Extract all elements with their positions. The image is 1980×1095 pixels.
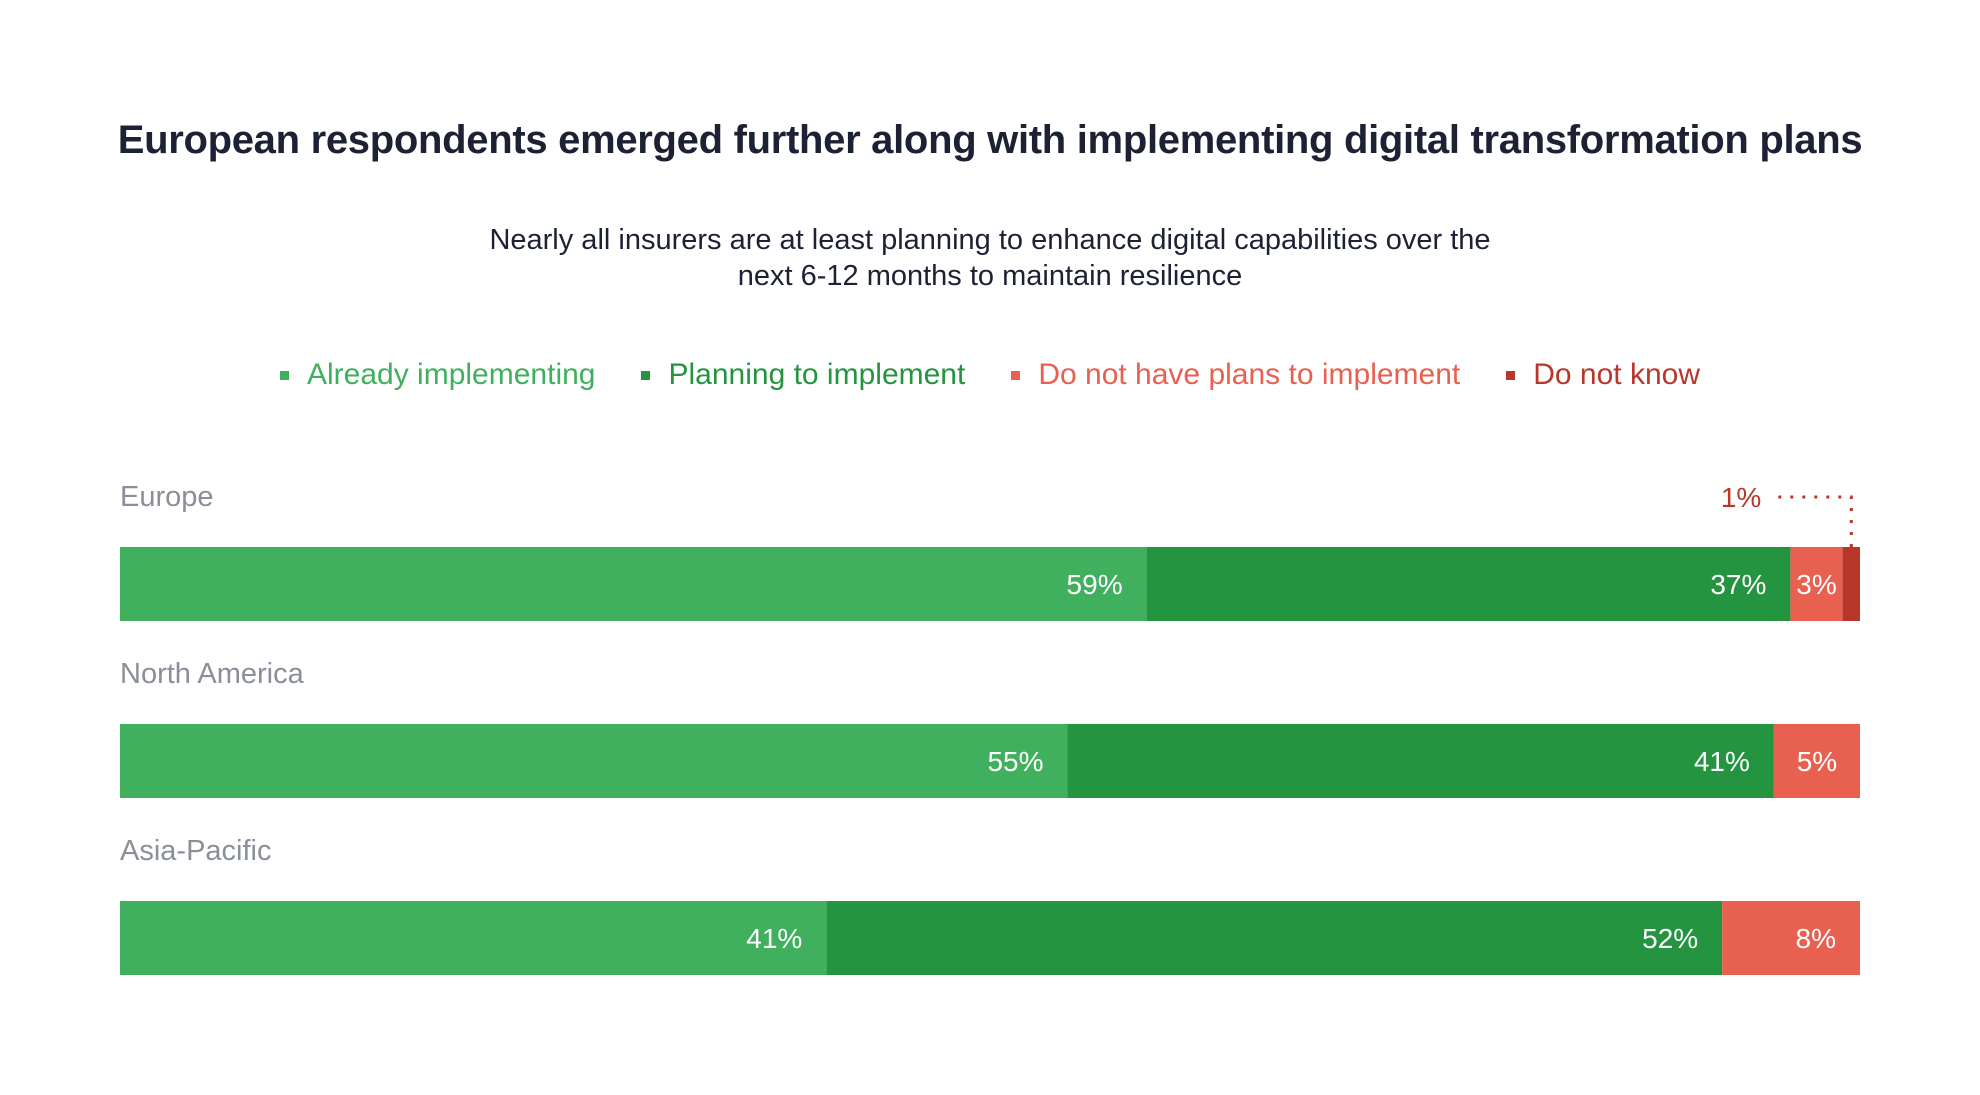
- category-label-europe: Europe: [120, 481, 214, 513]
- bar-segment-north-america-already-implementing: [120, 724, 1068, 798]
- legend-label: Already implementing: [307, 358, 596, 391]
- category-label-north-america: North America: [120, 658, 305, 690]
- subtitle-line-1: Nearly all insurers are at least plannin…: [489, 224, 1491, 256]
- value-label-europe-planning-to-implement: 37%: [1710, 569, 1766, 600]
- legend-swatch: [1506, 370, 1516, 380]
- legend-item-do-not-know: Do not know: [1506, 358, 1700, 392]
- chart-title: European respondents emerged further alo…: [117, 118, 1863, 162]
- chart-subtitle: Nearly all insurers are at least plannin…: [440, 222, 1540, 294]
- legend-swatch: [280, 370, 289, 380]
- callout-leader-europe: [1771, 495, 1853, 547]
- value-label-asia-pacific-planning-to-implement: 52%: [1642, 923, 1698, 954]
- value-label-north-america-already-implementing: 55%: [987, 746, 1043, 777]
- legend-label: Do not have plans to implement: [1038, 358, 1461, 391]
- bar-segment-asia-pacific-already-implementing: [120, 901, 827, 975]
- callout-label-europe-do-not-know: 1%: [1721, 482, 1761, 513]
- bar-segment-europe-planning-to-implement: [1146, 547, 1791, 621]
- legend-item-already-implementing: Already implementing: [280, 358, 595, 392]
- value-label-north-america-planning-to-implement: 41%: [1694, 746, 1750, 777]
- value-label-asia-pacific-already-implementing: 41%: [746, 923, 802, 954]
- value-label-europe-do-not-have-plans-to-implement: 3%: [1796, 569, 1836, 600]
- chart-legend: Already implementing Planning to impleme…: [0, 358, 1980, 392]
- legend-item-planning-to-implement: Planning to implement: [641, 358, 965, 392]
- bar-segment-asia-pacific-do-not-have-plans-to-implement: [1722, 901, 1860, 975]
- legend-swatch: [1011, 370, 1021, 380]
- bar-segment-north-america-do-not-have-plans-to-implement: [1773, 724, 1860, 798]
- category-label-asia-pacific: Asia-Pacific: [120, 835, 272, 867]
- bar-segment-north-america-planning-to-implement: [1067, 724, 1774, 798]
- legend-swatch: [641, 370, 651, 380]
- value-label-europe-already-implementing: 59%: [1067, 569, 1123, 600]
- value-label-asia-pacific-do-not-have-plans-to-implement: 8%: [1796, 923, 1836, 954]
- legend-label: Planning to implement: [668, 358, 966, 391]
- subtitle-line-2: next 6-12 months to maintain resilience: [737, 260, 1243, 292]
- bar-segment-asia-pacific-planning-to-implement: [826, 901, 1723, 975]
- value-label-north-america-do-not-have-plans-to-implement: 5%: [1797, 746, 1837, 777]
- bar-segment-europe-do-not-have-plans-to-implement: [1790, 547, 1843, 621]
- bar-segment-europe-already-implementing: [120, 547, 1147, 621]
- bar-segment-europe-do-not-know: [1842, 547, 1860, 621]
- legend-label: Do not know: [1533, 358, 1700, 391]
- legend-item-no-plans: Do not have plans to implement: [1011, 358, 1460, 392]
